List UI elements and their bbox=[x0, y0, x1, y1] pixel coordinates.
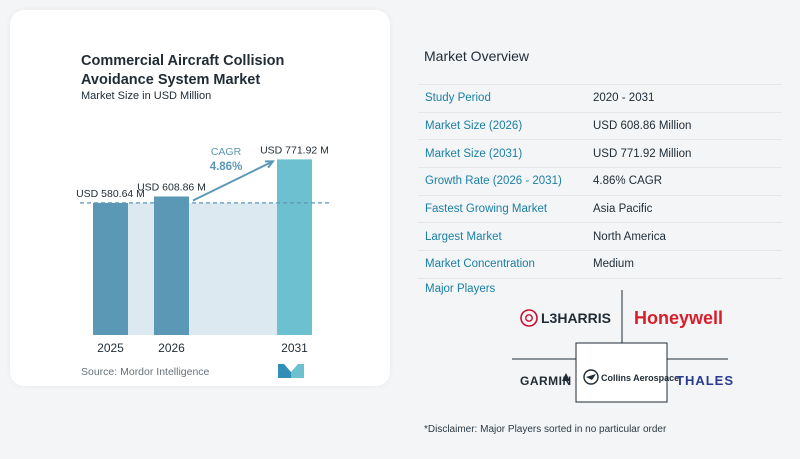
overview-row: Market Size (2026) USD 608.86 Million bbox=[418, 113, 782, 141]
logo-text-collins: Collins Aerospace bbox=[601, 373, 679, 383]
garmin-triangle-icon bbox=[562, 373, 570, 381]
logo-text-garmin: GARMIN bbox=[520, 374, 572, 388]
cagr-arrow bbox=[192, 160, 274, 202]
x-tick-label: 2025 bbox=[97, 341, 124, 355]
honeywell-logo: Honeywell bbox=[634, 308, 723, 328]
row-label: Market Size (2026) bbox=[425, 120, 523, 133]
chart-title: Commercial Aircraft Collision Avoidance … bbox=[81, 53, 285, 88]
projection-shade bbox=[189, 202, 277, 335]
row-label: Study Period bbox=[425, 92, 491, 105]
bar bbox=[93, 202, 128, 335]
row-value: USD 771.92 Million bbox=[593, 147, 692, 160]
row-value: Medium bbox=[593, 258, 634, 271]
overview-row: Study Period 2020 - 2031 bbox=[418, 84, 782, 113]
bar bbox=[277, 159, 312, 335]
overview-row: Largest Market North America bbox=[418, 223, 782, 252]
cagr-value: 4.86% bbox=[210, 161, 243, 173]
x-tick-label: 2026 bbox=[158, 341, 185, 355]
data-label: USD 580.64 M bbox=[76, 188, 145, 200]
row-value: USD 608.86 Million bbox=[593, 120, 692, 133]
row-value: 4.86% CAGR bbox=[593, 175, 663, 188]
data-label: USD 771.92 M bbox=[260, 144, 329, 156]
cagr-label: CAGR bbox=[211, 146, 242, 158]
mordor-logo-icon bbox=[278, 364, 304, 378]
collins-aerospace-logo: Collins Aerospace bbox=[583, 369, 679, 385]
gap-shade bbox=[128, 202, 154, 335]
row-value: North America bbox=[593, 230, 666, 243]
cagr-arrowhead bbox=[264, 160, 276, 169]
row-label: Fastest Growing Market bbox=[425, 203, 548, 216]
row-label: Growth Rate (2026 - 2031) bbox=[425, 175, 562, 188]
major-players-title: Major Players bbox=[425, 283, 496, 295]
row-label: Market Concentration bbox=[425, 258, 535, 271]
logo-box bbox=[575, 342, 668, 403]
overview-table: Study Period 2020 - 2031 Market Size (202… bbox=[418, 84, 782, 279]
garmin-logo: GARMIN bbox=[520, 373, 572, 388]
source-note: Source: Mordor Intelligence bbox=[81, 366, 210, 378]
x-tick-label: 2031 bbox=[281, 341, 308, 355]
bar bbox=[154, 196, 189, 335]
row-label: Market Size (2031) bbox=[425, 147, 523, 160]
row-value: Asia Pacific bbox=[593, 203, 653, 216]
disclaimer: *Disclaimer: Major Players sorted in no … bbox=[424, 424, 667, 435]
overview-title: Market Overview bbox=[424, 48, 530, 64]
row-label: Largest Market bbox=[425, 230, 502, 243]
l3harris-logo: L3HARRIS bbox=[520, 309, 611, 327]
logo-text-l3harris: L3HARRIS bbox=[541, 310, 611, 326]
overview-row: Market Size (2031) USD 771.92 Million bbox=[418, 140, 782, 169]
thales-logo: THALES bbox=[676, 373, 734, 388]
overview-row: Market Concentration Medium bbox=[418, 251, 782, 279]
row-value: 2020 - 2031 bbox=[593, 92, 655, 105]
overview-row: Fastest Growing Market Asia Pacific bbox=[418, 196, 782, 224]
chart-subtitle: Market Size in USD Million bbox=[81, 90, 212, 102]
overview-row: Growth Rate (2026 - 2031) 4.86% CAGR bbox=[418, 168, 782, 196]
data-label: USD 608.86 M bbox=[137, 181, 206, 193]
